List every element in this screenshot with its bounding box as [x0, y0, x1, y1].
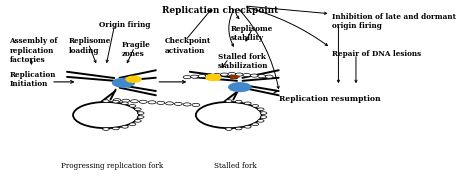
Circle shape [126, 76, 141, 82]
Circle shape [206, 74, 213, 77]
Circle shape [135, 120, 141, 122]
Circle shape [113, 99, 121, 102]
Circle shape [226, 128, 232, 130]
Circle shape [235, 100, 242, 103]
Circle shape [183, 76, 191, 79]
Circle shape [252, 123, 259, 125]
Circle shape [137, 112, 144, 114]
Circle shape [258, 75, 265, 78]
Circle shape [121, 102, 128, 105]
Circle shape [137, 116, 144, 118]
Text: Stalled fork: Stalled fork [214, 162, 257, 170]
Text: Inhibition of late and dormant
origin firing: Inhibition of late and dormant origin fi… [332, 13, 456, 30]
Polygon shape [231, 75, 240, 79]
Circle shape [112, 78, 135, 87]
Circle shape [165, 102, 173, 105]
Circle shape [129, 105, 136, 107]
Circle shape [235, 127, 242, 130]
Circle shape [174, 102, 182, 105]
Text: Stalled fork
stabilization: Stalled fork stabilization [218, 53, 268, 70]
Text: Replication checkpoint: Replication checkpoint [162, 6, 278, 15]
Circle shape [183, 103, 191, 106]
Text: Progressing replication fork: Progressing replication fork [62, 162, 164, 170]
Circle shape [102, 128, 109, 130]
Circle shape [250, 74, 258, 77]
Circle shape [206, 75, 221, 80]
Circle shape [213, 74, 221, 77]
Circle shape [243, 74, 251, 77]
Circle shape [260, 112, 267, 114]
Circle shape [148, 101, 156, 104]
Circle shape [228, 73, 236, 76]
Circle shape [260, 116, 267, 118]
Circle shape [257, 108, 264, 111]
Text: Checkpoint
activation: Checkpoint activation [165, 37, 211, 55]
Circle shape [102, 100, 109, 102]
Circle shape [130, 100, 138, 103]
Circle shape [121, 125, 128, 128]
Text: Replisome
stability: Replisome stability [231, 25, 273, 42]
Circle shape [157, 101, 165, 104]
Circle shape [122, 99, 130, 102]
Circle shape [229, 83, 251, 92]
Circle shape [265, 75, 273, 78]
Circle shape [192, 103, 200, 106]
Circle shape [112, 127, 119, 130]
Circle shape [245, 125, 251, 128]
Circle shape [220, 73, 228, 76]
Text: Replisome
loading: Replisome loading [69, 37, 111, 55]
Text: Replication
Initiation: Replication Initiation [9, 71, 56, 88]
Circle shape [191, 75, 199, 78]
Text: Origin firing: Origin firing [100, 21, 151, 29]
Text: Fragile
zones: Fragile zones [121, 41, 150, 58]
Text: Assembly of
replication
factories: Assembly of replication factories [9, 37, 58, 64]
Circle shape [252, 105, 259, 107]
Circle shape [257, 120, 264, 122]
Circle shape [245, 102, 251, 105]
Circle shape [139, 100, 147, 103]
Circle shape [198, 75, 206, 78]
Circle shape [226, 100, 232, 102]
Circle shape [236, 73, 243, 76]
Circle shape [129, 123, 136, 125]
Circle shape [112, 100, 119, 103]
Text: Repair of DNA lesions: Repair of DNA lesions [332, 50, 421, 58]
Text: Replication resumption: Replication resumption [279, 95, 381, 103]
Circle shape [135, 108, 141, 111]
